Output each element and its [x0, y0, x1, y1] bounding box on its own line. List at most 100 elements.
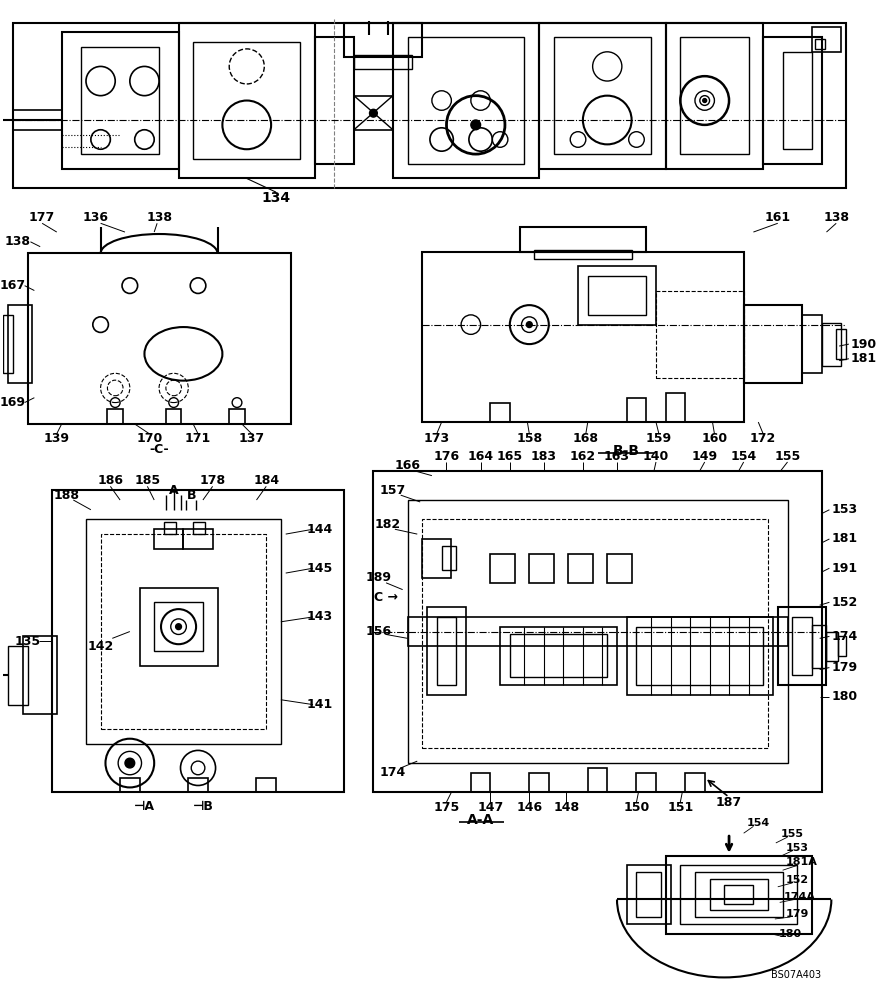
Text: 181: 181	[831, 532, 858, 545]
Bar	[422, 252, 744, 422]
Bar	[626, 617, 773, 695]
Bar	[407, 37, 525, 164]
Text: 153: 153	[831, 503, 858, 516]
Text: 172: 172	[750, 432, 776, 445]
Bar	[744, 305, 802, 383]
Bar	[534, 250, 632, 259]
Text: 179: 179	[831, 661, 858, 674]
Bar	[230, 409, 244, 424]
Text: 188: 188	[53, 489, 80, 502]
Bar	[373, 471, 822, 792]
Text: 145: 145	[307, 562, 333, 575]
Bar	[500, 627, 617, 685]
Text: 182: 182	[375, 518, 401, 531]
Text: 170: 170	[136, 432, 162, 445]
Bar	[4, 315, 13, 373]
Text: ⊣A: ⊣A	[134, 800, 155, 813]
Bar	[695, 872, 782, 917]
Bar	[154, 602, 203, 651]
Bar	[422, 539, 451, 578]
Bar	[120, 778, 139, 792]
Bar	[626, 398, 646, 422]
Text: B: B	[187, 489, 196, 502]
Bar	[588, 276, 646, 315]
Text: 169: 169	[0, 396, 26, 409]
Circle shape	[175, 624, 181, 630]
Text: 143: 143	[307, 610, 333, 623]
Text: A: A	[169, 484, 179, 497]
Text: 158: 158	[516, 432, 542, 445]
Text: C →: C →	[374, 591, 398, 604]
Bar	[637, 773, 656, 792]
Text: 144: 144	[307, 523, 333, 536]
Text: 147: 147	[477, 801, 504, 814]
Bar	[519, 227, 646, 252]
Circle shape	[125, 758, 135, 768]
Text: 141: 141	[307, 698, 333, 711]
Bar	[491, 403, 510, 422]
Bar	[442, 546, 456, 570]
Bar	[407, 617, 788, 646]
Text: 150: 150	[624, 801, 650, 814]
Text: 138: 138	[823, 211, 849, 224]
Bar	[510, 634, 607, 677]
Text: 148: 148	[554, 801, 579, 814]
Text: 181: 181	[851, 352, 876, 365]
Text: 185: 185	[134, 474, 160, 487]
Bar	[666, 393, 685, 422]
Bar	[52, 490, 344, 792]
Text: 146: 146	[516, 801, 542, 814]
Text: 135: 135	[15, 635, 40, 648]
Text: 155: 155	[774, 450, 801, 463]
Text: BS07A403: BS07A403	[772, 970, 822, 980]
Bar	[588, 768, 607, 792]
Bar	[27, 253, 291, 424]
Circle shape	[471, 120, 481, 130]
Text: B-B: B-B	[613, 444, 640, 458]
Text: 187: 187	[716, 796, 742, 809]
Text: 180: 180	[831, 690, 858, 703]
Bar	[802, 315, 822, 373]
Text: 160: 160	[702, 432, 727, 445]
Bar	[194, 522, 205, 534]
Text: 149: 149	[692, 450, 717, 463]
Bar	[529, 773, 548, 792]
Bar	[724, 885, 753, 904]
Text: 139: 139	[44, 432, 70, 445]
Bar	[257, 778, 276, 792]
Text: 136: 136	[82, 211, 109, 224]
Text: 175: 175	[434, 801, 460, 814]
Bar	[139, 588, 217, 666]
Bar	[529, 554, 554, 583]
Bar	[666, 856, 812, 934]
Bar	[710, 879, 768, 910]
Bar	[108, 409, 123, 424]
Text: 165: 165	[497, 450, 523, 463]
Text: 154: 154	[731, 450, 757, 463]
Text: 174: 174	[380, 766, 406, 779]
Bar	[437, 617, 456, 685]
Text: A-A: A-A	[467, 813, 494, 827]
Bar	[491, 554, 515, 583]
Bar	[778, 607, 826, 685]
Text: 138: 138	[4, 235, 31, 248]
Text: 161: 161	[765, 211, 791, 224]
Bar	[793, 617, 812, 675]
Bar	[101, 534, 266, 729]
Text: 180: 180	[779, 929, 802, 939]
Bar	[86, 519, 281, 744]
Bar	[637, 627, 763, 685]
Text: 166: 166	[394, 459, 420, 472]
Bar	[607, 554, 632, 583]
Bar	[554, 37, 651, 154]
Bar	[685, 773, 704, 792]
Bar	[354, 96, 393, 130]
Text: 171: 171	[185, 432, 211, 445]
Text: 157: 157	[380, 484, 406, 497]
Text: 190: 190	[851, 338, 876, 351]
Bar	[826, 632, 838, 661]
Text: 152: 152	[831, 596, 858, 609]
Bar	[637, 872, 661, 917]
Text: 168: 168	[573, 432, 599, 445]
Bar	[815, 39, 824, 49]
